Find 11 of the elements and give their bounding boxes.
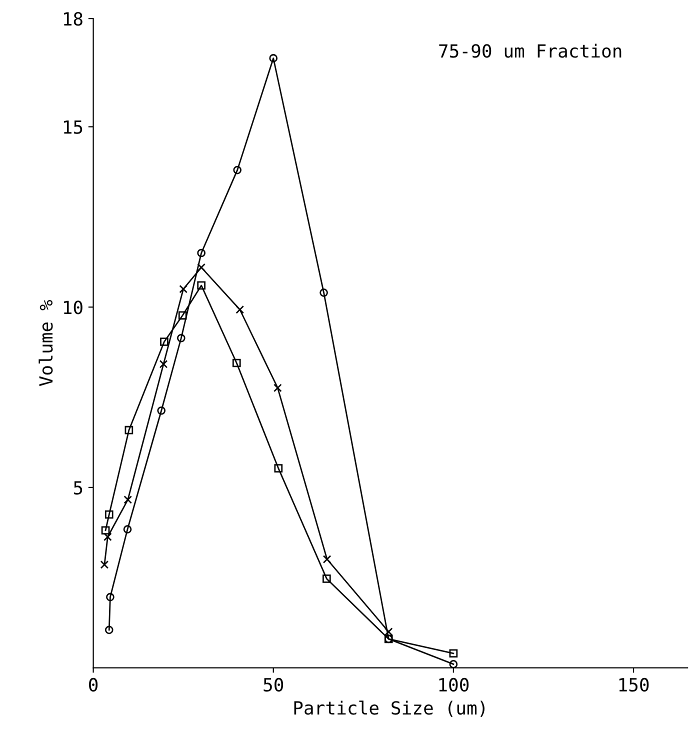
y-tick-label: 5 (74, 481, 82, 495)
x-tick-label: 100 (439, 678, 469, 692)
y-axis-title: Volume % (38, 300, 53, 386)
y-tick-label: 18 (64, 12, 82, 26)
x-tick-label: 0 (89, 678, 98, 692)
x-tick-label: 50 (264, 678, 284, 692)
annotation: 75-90 um Fraction (439, 44, 622, 58)
x-axis-title: Particle Size (um) (294, 700, 484, 717)
y-tick-label: 10 (64, 300, 82, 314)
y-tick-label: 15 (64, 120, 82, 134)
x-tick-label: 150 (619, 678, 649, 692)
